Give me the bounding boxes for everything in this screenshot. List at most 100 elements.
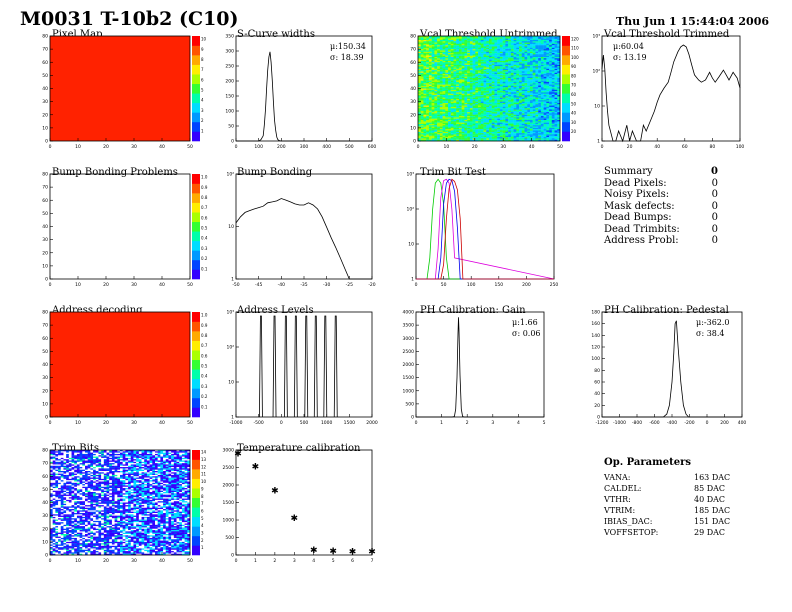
heatmap-cell [431,67,435,70]
heatmap-cell [489,72,492,75]
heatmap-cell [472,109,476,112]
heatmap-cell [535,59,539,62]
z-tick-label: 0.1 [201,404,208,409]
heatmap-cell [521,55,525,58]
heatmap-cell [450,96,454,98]
heatmap-cell [428,92,432,94]
heatmap-cell [423,104,427,106]
heatmap-cell [505,64,509,67]
heatmap-cell [423,45,427,47]
heatmap-cell [535,137,539,139]
heatmap-cell [557,93,561,96]
heatmap-cell [420,39,424,42]
heatmap-cell [428,116,432,118]
heatmap-cell [445,126,449,129]
heatmap-cell [467,63,471,66]
heatmap-cell [532,105,536,108]
heatmap-cell [505,88,509,91]
heatmap-cell [483,127,487,130]
heatmap-cell [420,72,424,75]
y-tick-label: 10² [226,172,234,178]
heatmap-cell [494,66,498,68]
heatmap-cell [52,469,56,472]
heatmap-cell [499,88,503,91]
heatmap-cell [464,102,468,105]
heatmap-cell [524,64,528,67]
x-tick-label: 600 [368,144,377,150]
heatmap-cell [467,133,471,135]
heatmap-cell [529,84,533,87]
x-tick-label: -50 [232,282,239,288]
heatmap-cell [445,55,449,58]
heatmap-cell [52,488,56,490]
heatmap-cell [538,76,542,79]
heatmap-cell [472,134,476,136]
heatmap-cell [55,468,59,470]
heatmap-cell [458,129,462,131]
heatmap-cell [453,75,457,77]
heatmap-cell [472,53,476,55]
heatmap-cell [516,110,520,113]
heatmap-cell [472,57,476,59]
heatmap-cell [502,55,506,58]
heatmap-cell [546,118,550,121]
heatmap-cell [554,67,558,70]
heatmap-cell [456,114,460,117]
heatmap-cell [456,63,460,66]
heatmap-cell [480,43,484,46]
heatmap-cell [426,67,430,70]
heatmap-cell [521,38,525,41]
heatmap-cell [546,78,550,80]
heatmap-cell [60,498,64,501]
heatmap-cell [456,110,460,113]
heatmap-cell [521,101,525,104]
heatmap-cell [423,101,427,104]
heatmap-cell [431,55,435,58]
heatmap-cell [426,117,430,119]
heatmap-cell [513,91,517,93]
heatmap-cell [494,126,498,129]
heatmap-cell [456,79,460,81]
heatmap-cell [486,137,490,139]
heatmap-cell [529,92,533,94]
heatmap-cell [456,108,460,110]
heatmap-cell [546,101,550,104]
heatmap-cell [508,127,512,130]
heatmap-cell [529,126,533,129]
heatmap-cell [549,117,553,119]
heatmap-cell [543,51,547,54]
heatmap-cell [549,50,553,52]
heatmap-cell [480,50,484,52]
heatmap-cell [543,75,547,77]
heatmap-cell [52,535,56,537]
heatmap-cell [467,38,471,41]
heatmap-cell [458,60,462,63]
heatmap-cell [456,117,460,119]
x-tick-label: -1000 [613,420,626,426]
heatmap-cell [483,63,487,66]
plot-frame [235,173,373,280]
heatmap-cell [532,79,536,81]
heatmap-cell [445,108,449,110]
heatmap-cell [469,122,473,125]
heatmap-cell [505,92,509,94]
heatmap-cell [60,450,64,452]
heatmap-cell [426,43,430,46]
heatmap-cell [543,134,547,136]
heatmap-cell [458,78,462,80]
heatmap-cell [532,133,536,135]
heatmap-cell [467,120,471,122]
y-tick-label: 70 [42,47,48,53]
heatmap-cell [458,99,462,101]
heatmap-cell [546,83,550,85]
heatmap-cell [494,50,498,52]
heatmap-cell [55,539,59,541]
heatmap-cell [434,83,438,85]
heatmap-cell [546,130,550,133]
heatmap-cell [521,36,525,38]
heatmap-cell [439,78,443,80]
heatmap-cell [434,49,438,51]
heatmap-cell [456,39,460,42]
heatmap-cell [513,89,517,92]
